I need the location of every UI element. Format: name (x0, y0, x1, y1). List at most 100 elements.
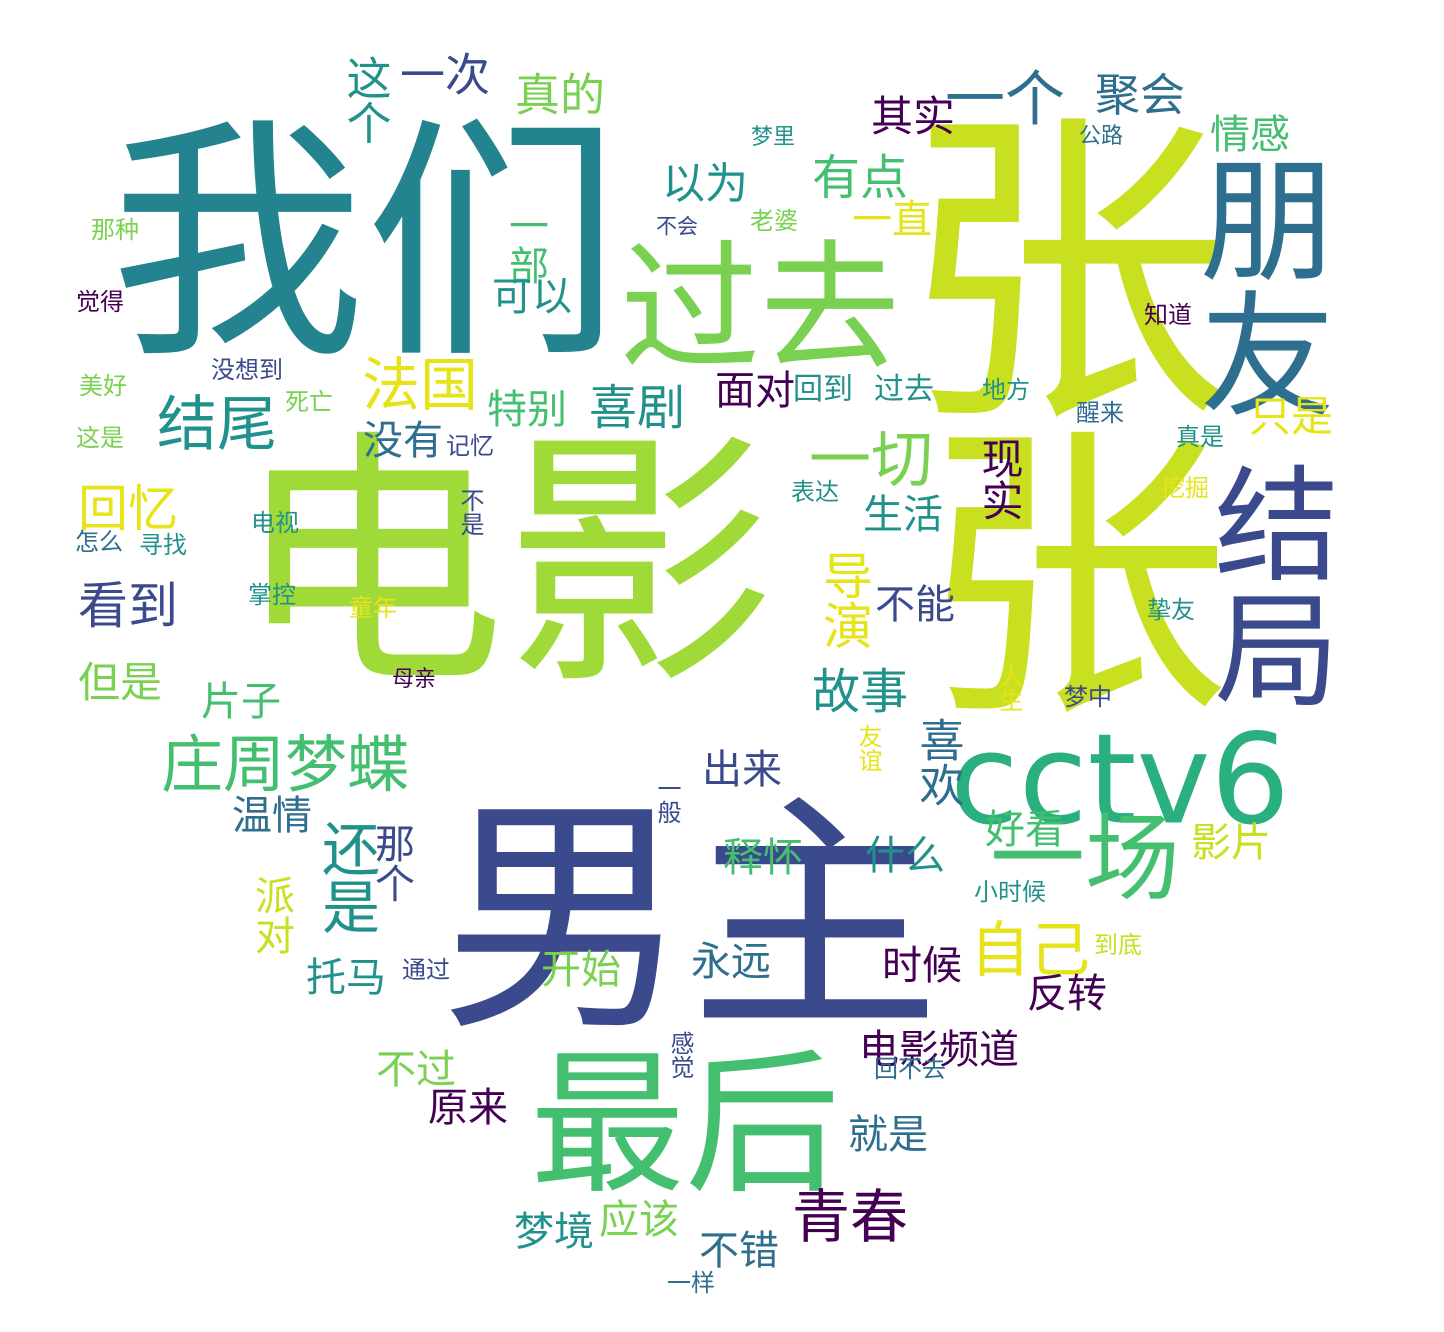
word-1: 张 (900, 83, 1230, 467)
word-30: 没想到 (211, 356, 283, 384)
word-4: 男主 (440, 774, 940, 1065)
word-85: 永远 (691, 939, 771, 985)
word-67: 故事 (811, 664, 909, 720)
word-35: 面对 (715, 368, 795, 414)
word-3: 电影 (235, 407, 775, 722)
word-22: 一部 (502, 205, 548, 285)
word-19: 公路 (1078, 124, 1124, 149)
word-61: 不能 (875, 582, 955, 628)
word-93: 回不去 (874, 1055, 946, 1083)
word-80: 什么 (865, 833, 945, 879)
word-41: 死亡 (285, 388, 333, 416)
word-6: 朋友 (1176, 150, 1334, 420)
word-69: 庄周梦蝶 (160, 728, 410, 801)
word-54: 不是 (456, 488, 484, 536)
word-78: 影片 (1191, 820, 1271, 866)
word-79: 释怀 (723, 835, 803, 881)
word-72: 出来 (702, 747, 782, 793)
word-50: 表达 (791, 478, 839, 506)
word-36: 回到 (793, 372, 853, 407)
word-10: 一场 (989, 804, 1181, 915)
word-91: 电影频道 (859, 1027, 1019, 1073)
word-98: 梦境 (514, 1209, 594, 1255)
word-40: 结尾 (157, 390, 277, 460)
word-33: 特别 (487, 387, 567, 433)
word-24: 那种 (91, 216, 139, 244)
word-74: 温情 (232, 793, 312, 839)
word-65: 人生 (995, 664, 1023, 712)
word-90: 反转 (1027, 971, 1107, 1017)
word-48: 现实 (975, 437, 1024, 521)
word-5: 过去 (619, 228, 901, 391)
word-53: 电视 (251, 509, 299, 537)
word-28: 可以 (492, 274, 572, 320)
word-83: 自己 (970, 916, 1090, 986)
word-42: 只是 (1248, 392, 1334, 441)
word-57: 看到 (78, 577, 178, 635)
word-20: 以为 (662, 159, 748, 210)
word-88: 通过 (402, 956, 450, 984)
word-56: 寻找 (139, 531, 187, 559)
word-77: 好看 (985, 807, 1065, 853)
word-31: 美好 (79, 372, 127, 400)
word-52: 生活 (863, 492, 943, 538)
word-76: 那个 (368, 823, 414, 903)
word-29: 知道 (1144, 301, 1192, 329)
word-73: 一般 (653, 776, 681, 824)
word-96: 就是 (848, 1112, 928, 1158)
word-9: 最后 (530, 1034, 840, 1216)
word-0: 我们 (109, 96, 621, 394)
word-18: 梦里 (750, 125, 796, 150)
word-37: 过去 (874, 372, 934, 407)
word-59: 掌控 (248, 581, 296, 609)
word-38: 地方 (982, 376, 1030, 404)
word-87: 开始 (541, 947, 621, 993)
word-39: 醒来 (1076, 399, 1124, 427)
word-55: 怎么 (75, 528, 123, 556)
word-45: 记忆 (446, 432, 494, 460)
word-94: 不过 (376, 1047, 456, 1093)
word-27: 觉得 (76, 288, 124, 316)
word-23: 一直 (852, 197, 932, 243)
word-62: 挚友 (1147, 596, 1195, 624)
word-32: 法国 (361, 351, 479, 419)
word-34: 喜剧 (588, 380, 686, 436)
word-86: 时候 (882, 943, 962, 989)
word-70: 友谊 (854, 724, 882, 772)
word-17: 情感 (1210, 112, 1290, 158)
word-7: 结局 (1192, 460, 1338, 710)
word-51: 挖掘 (1161, 474, 1209, 502)
word-58: 导演 (815, 550, 873, 650)
word-95: 原来 (428, 1085, 508, 1131)
word-99: 应该 (599, 1197, 679, 1243)
word-49: 回忆 (78, 480, 178, 538)
word-97: 青春 (791, 1183, 909, 1251)
word-44: 没有 (363, 418, 443, 464)
word-47: 一切 (808, 423, 934, 496)
word-15: 真的 (514, 68, 606, 122)
word-13: 这个 (338, 55, 392, 145)
word-46: 真是 (1176, 423, 1224, 451)
word-82: 派对 (248, 875, 294, 955)
word-71: 喜欢 (911, 717, 965, 807)
word-2: 张 (920, 399, 1230, 760)
word-100: 不错 (699, 1228, 779, 1274)
word-11: 一个 (945, 65, 1065, 135)
word-75: 还是 (312, 819, 380, 935)
word-60: 童年 (349, 594, 397, 622)
word-12: 聚会 (1094, 68, 1186, 122)
word-66: 片子 (201, 679, 281, 725)
word-81: 小时候 (974, 878, 1046, 906)
word-25: 不会 (656, 214, 698, 239)
word-92: 感觉 (666, 1031, 694, 1079)
word-64: 母亲 (391, 667, 437, 692)
word-26: 老婆 (750, 207, 798, 235)
word-14: 一次 (399, 48, 491, 102)
word-21: 有点 (811, 150, 909, 206)
word-43: 这是 (76, 424, 124, 452)
word-63: 但是 (77, 658, 163, 707)
word-16: 其实 (870, 92, 956, 141)
word-68: 梦中 (1064, 683, 1112, 711)
word-89: 托马 (306, 955, 386, 1001)
